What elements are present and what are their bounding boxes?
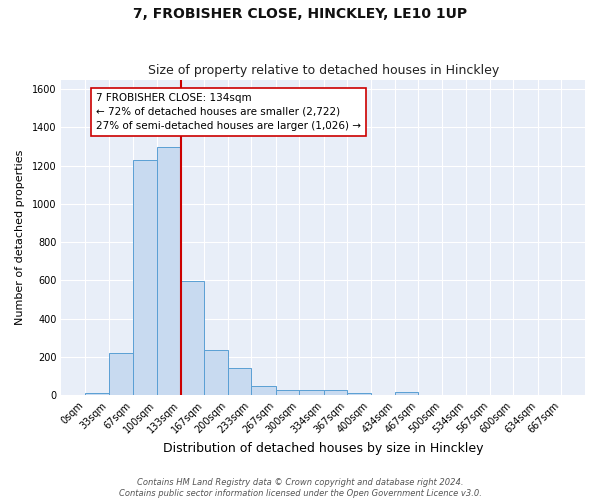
Text: 7 FROBISHER CLOSE: 134sqm
← 72% of detached houses are smaller (2,722)
27% of se: 7 FROBISHER CLOSE: 134sqm ← 72% of detac…: [96, 93, 361, 131]
Y-axis label: Number of detached properties: Number of detached properties: [15, 150, 25, 325]
Bar: [347, 394, 371, 396]
Bar: [395, 392, 418, 396]
Bar: [109, 353, 133, 396]
Bar: [180, 282, 205, 396]
Bar: [251, 386, 276, 396]
Bar: [85, 394, 109, 396]
Bar: [323, 390, 347, 396]
Text: 7, FROBISHER CLOSE, HINCKLEY, LE10 1UP: 7, FROBISHER CLOSE, HINCKLEY, LE10 1UP: [133, 8, 467, 22]
Bar: [157, 146, 180, 396]
Bar: [276, 390, 299, 396]
X-axis label: Distribution of detached houses by size in Hinckley: Distribution of detached houses by size …: [163, 442, 484, 455]
Title: Size of property relative to detached houses in Hinckley: Size of property relative to detached ho…: [148, 64, 499, 77]
Text: Contains HM Land Registry data © Crown copyright and database right 2024.
Contai: Contains HM Land Registry data © Crown c…: [119, 478, 481, 498]
Bar: [228, 368, 251, 396]
Bar: [299, 390, 323, 396]
Bar: [205, 350, 228, 396]
Bar: [133, 160, 157, 396]
